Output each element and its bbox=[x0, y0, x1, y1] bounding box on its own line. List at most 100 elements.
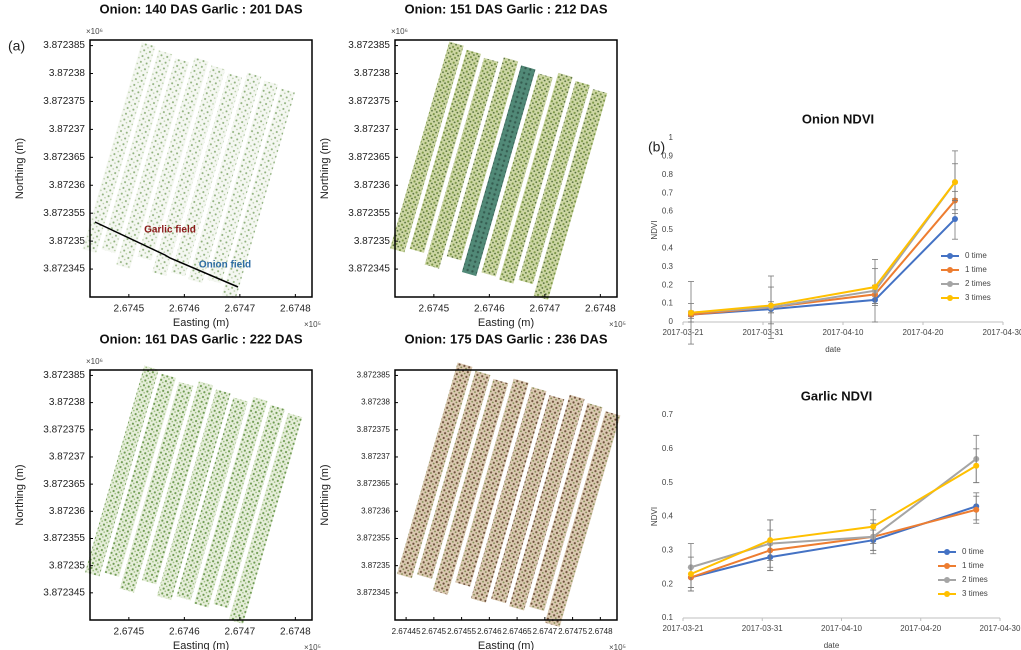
panel-label: (b) bbox=[648, 139, 665, 155]
y-tick-label: 3.872385 bbox=[348, 40, 390, 51]
y-tick-label: 0.9 bbox=[662, 152, 674, 161]
x-tick-label: 2.6748 bbox=[280, 627, 311, 638]
chart-title: Garlic NDVI bbox=[801, 388, 873, 403]
annotation: Onion field bbox=[199, 260, 251, 271]
legend-label: 0 time bbox=[965, 251, 987, 260]
crop-strip bbox=[424, 57, 499, 269]
y-tick-label: 3.872355 bbox=[357, 534, 391, 543]
x-tick-label: 2.67475 bbox=[558, 627, 587, 636]
x-tick-label: 2.6745 bbox=[422, 627, 447, 636]
legend-label: 2 times bbox=[965, 279, 991, 288]
panel-label: (a) bbox=[8, 38, 25, 54]
y-tick-label: 3.872355 bbox=[43, 533, 85, 544]
map-title: Onion: 161 DAS Garlic : 222 DAS bbox=[99, 331, 302, 346]
y-tick-label: 0.5 bbox=[662, 225, 674, 234]
y-tick-label: 0 bbox=[669, 317, 674, 326]
y-tick-label: 0.7 bbox=[662, 188, 674, 197]
crop-strip bbox=[446, 57, 519, 261]
y-tick-label: 3.87237 bbox=[361, 452, 390, 461]
y-tick-label: 3.87238 bbox=[49, 397, 86, 408]
y-tick-label: 3.872345 bbox=[357, 588, 391, 597]
series-line bbox=[690, 458, 977, 569]
y-axis-label: Northing (m) bbox=[14, 138, 26, 199]
y-tick-label: 0.1 bbox=[662, 299, 674, 308]
y-tick-label: 3.872345 bbox=[43, 264, 85, 275]
crop-strip bbox=[491, 395, 565, 604]
field-image bbox=[82, 42, 295, 300]
x-tick-label: 2017-04-20 bbox=[903, 328, 944, 337]
y-tick-label: 0.2 bbox=[662, 579, 674, 588]
y-tick-label: 3.872365 bbox=[357, 479, 391, 488]
x-tick-label: 2.6747 bbox=[225, 304, 256, 315]
data-point bbox=[872, 284, 878, 291]
y-tick-label: 0.2 bbox=[662, 280, 674, 289]
x-offset: ×10⁵ bbox=[304, 320, 321, 329]
x-offset: ×10⁵ bbox=[304, 643, 321, 650]
y-tick-label: 0.3 bbox=[662, 262, 674, 271]
y-offset: ×10⁶ bbox=[391, 27, 408, 36]
data-point bbox=[688, 309, 694, 316]
legend-label: 1 time bbox=[965, 265, 987, 274]
y-tick-label: 3.87238 bbox=[361, 398, 390, 407]
legend-marker bbox=[947, 281, 953, 287]
legend-label: 3 times bbox=[965, 293, 991, 302]
x-tick-label: 2.6748 bbox=[280, 304, 311, 315]
crop-strip bbox=[213, 404, 285, 609]
y-tick-label: 3.872375 bbox=[348, 96, 390, 107]
data-point bbox=[870, 523, 877, 530]
x-tick-label: 2.67445 bbox=[392, 627, 421, 636]
y-tick-label: 3.872375 bbox=[357, 425, 391, 434]
plot-frame bbox=[394, 39, 618, 298]
y-tick-label: 3.87237 bbox=[49, 124, 86, 135]
series-line bbox=[690, 199, 956, 316]
crop-strip bbox=[409, 49, 482, 253]
data-point bbox=[952, 179, 958, 186]
legend-marker bbox=[944, 577, 950, 583]
crop-strip bbox=[432, 379, 509, 595]
crop-strip bbox=[481, 73, 553, 277]
crop-strip bbox=[470, 386, 547, 603]
y-tick-label: 3.87238 bbox=[49, 68, 86, 79]
data-point bbox=[768, 302, 774, 309]
x-tick-label: 2.67455 bbox=[447, 627, 476, 636]
x-tick-label: 2.6747 bbox=[530, 304, 561, 315]
y-tick-label: 0.4 bbox=[662, 244, 674, 253]
y-tick-label: 3.87238 bbox=[354, 68, 391, 79]
y-tick-label: 3.87236 bbox=[361, 506, 390, 515]
y-tick-label: 3.872385 bbox=[43, 40, 85, 51]
annotation: Garlic field bbox=[144, 225, 196, 236]
x-tick-label: 2017-03-21 bbox=[663, 328, 704, 337]
plot-frame bbox=[89, 39, 313, 298]
crop-strip bbox=[417, 370, 491, 579]
y-tick-label: 3.872355 bbox=[43, 208, 85, 219]
crop-strip bbox=[397, 362, 473, 579]
x-tick-label: 2017-04-30 bbox=[983, 328, 1021, 337]
x-tick-label: 2017-04-20 bbox=[900, 624, 941, 633]
map-title: Onion: 140 DAS Garlic : 201 DAS bbox=[99, 1, 302, 16]
y-tick-label: 3.87236 bbox=[49, 180, 86, 191]
crop-strip bbox=[101, 50, 173, 254]
series-line bbox=[690, 181, 956, 314]
legend-marker bbox=[944, 563, 950, 569]
x-axis-label: date bbox=[825, 345, 841, 354]
crop-strip bbox=[509, 394, 585, 611]
y-tick-label: 3.872345 bbox=[43, 587, 85, 598]
x-tick-label: 2017-03-31 bbox=[742, 624, 783, 633]
crop-strip bbox=[533, 89, 608, 300]
x-tick-label: 2.6745 bbox=[419, 304, 450, 315]
crop-strip bbox=[152, 65, 226, 277]
y-tick-label: 3.87235 bbox=[361, 561, 390, 570]
data-point bbox=[952, 215, 958, 222]
crop-strip bbox=[176, 397, 248, 601]
legend-label: 2 times bbox=[962, 575, 988, 584]
y-tick-label: 3.87235 bbox=[49, 236, 86, 247]
y-tick-label: 0.8 bbox=[662, 170, 674, 179]
crop-strip bbox=[544, 411, 621, 627]
y-tick-label: 3.872355 bbox=[348, 208, 390, 219]
x-tick-label: 2017-04-10 bbox=[823, 328, 864, 337]
data-point bbox=[767, 537, 774, 544]
x-axis-label: Easting (m) bbox=[173, 317, 229, 329]
y-tick-label: 3.87237 bbox=[354, 124, 391, 135]
crop-strip bbox=[529, 402, 603, 612]
